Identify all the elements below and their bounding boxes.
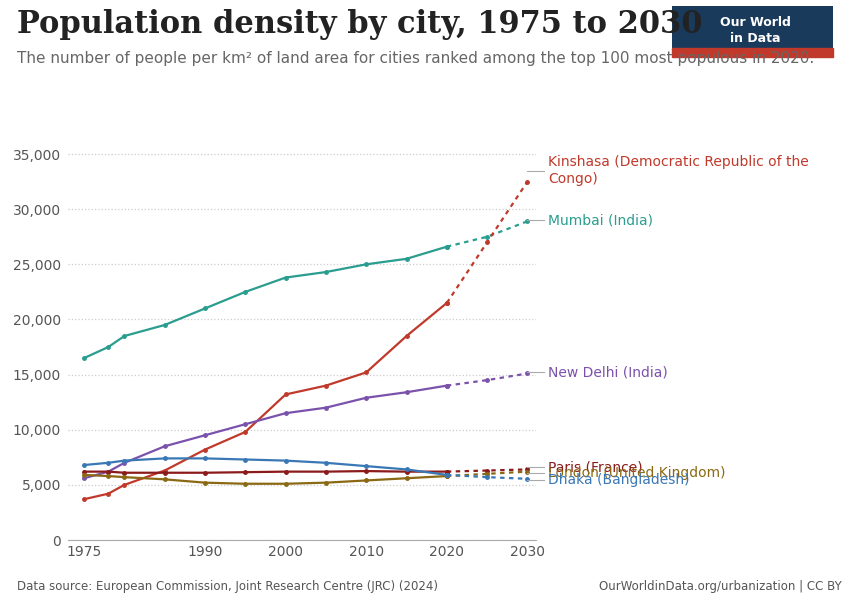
Text: London (United Kingdom): London (United Kingdom) — [548, 466, 726, 480]
Text: Mumbai (India): Mumbai (India) — [548, 213, 654, 227]
Text: OurWorldinData.org/urbanization | CC BY: OurWorldinData.org/urbanization | CC BY — [598, 580, 842, 593]
Text: Our World
in Data: Our World in Data — [720, 16, 790, 45]
Text: New Delhi (India): New Delhi (India) — [548, 365, 668, 379]
Text: Kinshasa (Democratic Republic of the
Congo): Kinshasa (Democratic Republic of the Con… — [548, 155, 809, 185]
Text: Dhaka (Bangladesh): Dhaka (Bangladesh) — [548, 473, 689, 487]
Text: Population density by city, 1975 to 2030: Population density by city, 1975 to 2030 — [17, 9, 702, 40]
Text: Paris (France): Paris (France) — [548, 460, 643, 474]
Text: Data source: European Commission, Joint Research Centre (JRC) (2024): Data source: European Commission, Joint … — [17, 580, 438, 593]
Bar — [672, 48, 833, 57]
Text: The number of people per km² of land area for cities ranked among the top 100 mo: The number of people per km² of land are… — [17, 51, 814, 66]
